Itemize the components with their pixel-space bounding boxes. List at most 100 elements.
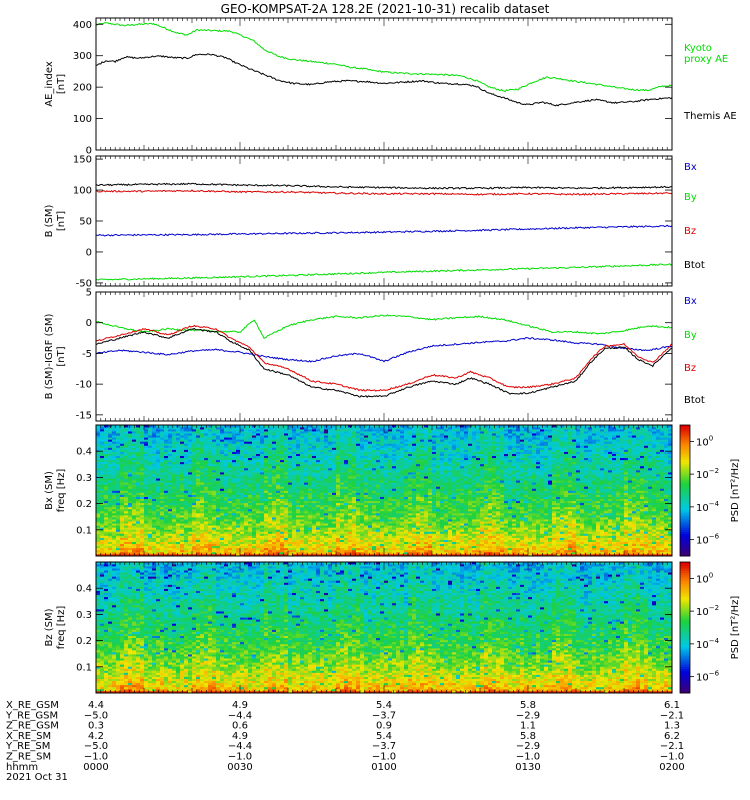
spectrogram-cell	[624, 521, 629, 524]
spectrogram-cell	[496, 537, 501, 540]
spectrogram-cell	[160, 500, 165, 504]
spectrogram-cell	[472, 531, 477, 534]
spectrogram-cell	[132, 549, 137, 553]
spectrogram-cell	[368, 504, 373, 508]
spectrogram-cell	[132, 510, 137, 514]
spectrogram-cell	[172, 547, 177, 551]
spectrogram-cell	[180, 533, 185, 536]
spectrogram-cell	[100, 543, 105, 547]
spectrogram-cell	[300, 504, 305, 508]
spectrogram-cell	[120, 547, 125, 551]
spectrogram-cell	[652, 539, 657, 542]
spectrogram-cell	[176, 519, 181, 522]
spectrogram-cell	[296, 537, 301, 540]
spectrogram-cell	[216, 510, 221, 514]
spectrogram-cell	[508, 506, 513, 510]
spectrogram-cell	[116, 521, 121, 524]
spectrogram-cell	[320, 504, 325, 508]
spectrogram-cell	[628, 515, 633, 518]
spectrogram-cell	[340, 545, 345, 549]
spectrogram-cell	[160, 525, 165, 528]
spectrogram-cell	[360, 535, 365, 538]
spectrogram-cell	[500, 541, 505, 545]
spectrogram-cell	[308, 508, 313, 512]
spectrogram-cell	[228, 525, 233, 528]
y-axis-label: B (SM)-IGRF (SM)	[44, 314, 55, 400]
spectrogram-cell	[492, 533, 497, 536]
spectrogram-cell	[516, 537, 521, 540]
spectrogram-cell	[300, 545, 305, 549]
spectrogram-cell	[600, 513, 605, 516]
spectrogram-cell	[408, 541, 413, 545]
spectrogram-cell	[452, 547, 457, 551]
spectrogram-cell	[436, 517, 441, 520]
spectrogram-cell	[632, 498, 637, 502]
spectrogram-cell	[360, 521, 365, 524]
spectrogram-cell	[596, 517, 601, 520]
spectrogram-cell	[188, 549, 193, 553]
spectrogram-cell	[280, 523, 285, 526]
spectrogram-cell	[500, 553, 505, 557]
spectrogram-cell	[128, 539, 133, 542]
spectrogram-cell	[368, 537, 373, 540]
spectrogram-cell	[484, 510, 489, 514]
spectrogram-cell	[196, 533, 201, 536]
spectrogram-cell	[652, 498, 657, 502]
spectrogram-cell	[304, 523, 309, 526]
spectrogram-cell	[356, 517, 361, 520]
spectrogram-cell	[572, 506, 577, 510]
spectrogram-cell	[560, 537, 565, 540]
spectrogram-cell	[152, 541, 157, 545]
spectrogram-cell	[168, 504, 173, 508]
spectrogram-cell	[652, 537, 657, 540]
spectrogram-cell	[280, 553, 285, 557]
spectrogram-cell	[308, 521, 313, 524]
spectrogram-cell	[644, 500, 649, 504]
spectrogram-cell	[340, 519, 345, 522]
spectrogram-cell	[388, 510, 393, 514]
spectrogram-cell	[348, 498, 353, 502]
spectrogram-cell	[616, 521, 621, 524]
spectrogram-cell	[668, 521, 673, 524]
spectrogram-cell	[120, 543, 125, 547]
spectrogram-cell	[120, 504, 125, 508]
spectrogram-cell	[656, 523, 661, 526]
spectrogram-cell	[520, 553, 525, 557]
spectrogram-cell	[480, 513, 485, 516]
spectrogram-cell	[588, 517, 593, 520]
spectrogram-cell	[508, 521, 513, 524]
spectrogram-cell	[592, 496, 597, 499]
spectrogram-cell	[100, 500, 105, 504]
spectrogram-cell	[132, 521, 137, 524]
spectrogram-cell	[364, 510, 369, 514]
spectrogram-cell	[228, 531, 233, 534]
spectrogram-cell	[244, 553, 249, 557]
spectrogram-cell	[360, 498, 365, 502]
spectrogram-cell	[380, 506, 385, 510]
spectrogram-cell	[468, 508, 473, 512]
spectrogram-cell	[240, 547, 245, 551]
spectrogram-cell	[276, 529, 281, 532]
spectrogram-cell	[204, 513, 209, 516]
spectrogram-cell	[264, 496, 269, 499]
spectrogram-cell	[196, 527, 201, 530]
spectrogram-cell	[108, 543, 113, 547]
spectrogram-cell	[316, 510, 321, 514]
spectrogram-cell	[344, 523, 349, 526]
spectrogram-cell	[460, 553, 465, 557]
spectrogram-cell	[452, 549, 457, 553]
spectrogram-cell	[236, 521, 241, 524]
spectrogram-cell	[420, 543, 425, 547]
spectrogram-cell	[428, 551, 433, 555]
spectrogram-cell	[308, 513, 313, 516]
spectrogram-cell	[304, 506, 309, 510]
spectrogram-cell	[512, 537, 517, 540]
spectrogram-cell	[256, 549, 261, 553]
spectrogram-cell	[624, 523, 629, 526]
spectrogram-cell	[664, 521, 669, 524]
spectrogram-cell	[328, 531, 333, 534]
spectrogram-cell	[412, 545, 417, 549]
spectrogram-cell	[280, 529, 285, 532]
spectrogram-cell	[456, 547, 461, 551]
spectrogram-cell	[596, 545, 601, 549]
